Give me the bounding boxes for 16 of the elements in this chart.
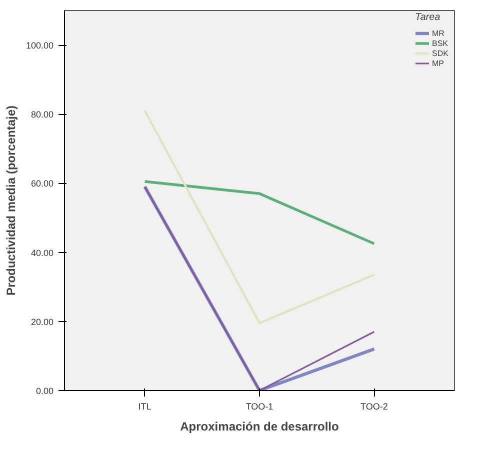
y-tick-label: 20.00 xyxy=(30,316,54,327)
x-axis-title: Aproximación de desarrollo xyxy=(180,420,339,434)
y-tick-label: 0.00 xyxy=(36,386,54,396)
legend-label: MR xyxy=(432,28,446,38)
x-tick-label: ITL xyxy=(138,402,152,412)
x-tick-label: TOO-2 xyxy=(360,402,388,412)
y-axis-title: Productividad media (porcentaje) xyxy=(4,105,18,296)
y-tick-label: 60.00 xyxy=(30,178,54,189)
y-tick-label: 40.00 xyxy=(30,248,54,258)
legend-label: MP xyxy=(432,58,445,68)
legend-title: Tarea xyxy=(415,12,442,23)
y-tick-label: 100.00 xyxy=(26,40,54,51)
x-tick-label: TOO-1 xyxy=(246,402,274,412)
y-tick-label: 80.00 xyxy=(30,110,54,120)
legend-label: BSK xyxy=(432,38,450,48)
legend-label: SDK xyxy=(432,48,450,58)
